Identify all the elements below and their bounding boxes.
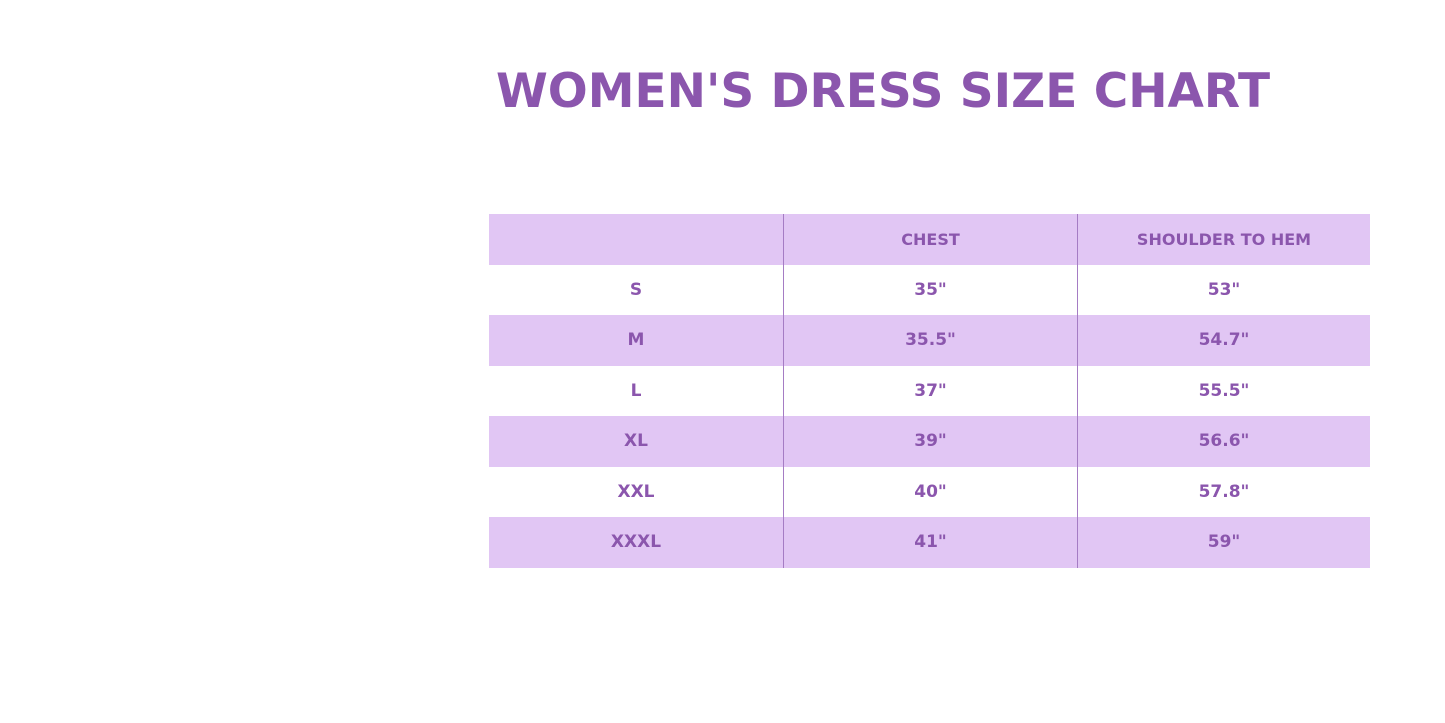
shoulder-to-hem-cell: 53" [1077,264,1370,315]
page-title: WOMEN'S DRESS SIZE CHART [495,64,1271,119]
chest-cell: 40" [783,466,1077,517]
size-cell: S [629,279,643,300]
shoulder-to-hem-cell: 56.6" [1077,416,1370,467]
table-row: XXL 40" 57.8" [489,466,1370,517]
header-cell-size [489,214,783,265]
chest-cell: 41" [783,517,1077,568]
size-cell: XL [624,431,648,452]
size-cell: M [627,330,645,351]
shoulder-to-hem-cell: 55.5" [1077,365,1370,416]
size-table: CHEST SHOULDER TO HEM S 35" 53" M 35.5" … [489,214,1370,568]
shoulder-to-hem-cell: 59" [1077,517,1370,568]
chest-cell: 35" [783,264,1077,315]
shoulder-to-hem-cell: 54.7" [1077,315,1370,366]
header-cell-chest: CHEST [783,214,1077,265]
shoulder-to-hem-cell: 57.8" [1077,466,1370,517]
table-header-row: CHEST SHOULDER TO HEM [489,214,1370,265]
table-row: S 35" 53" [489,264,1370,315]
table-row: XXXL 41" 59" [489,517,1370,568]
chest-cell: 37" [783,365,1077,416]
table-row: XL 39" 56.6" [489,416,1370,467]
chest-cell: 39" [783,416,1077,467]
size-cell: XXXL [610,532,662,553]
chest-cell: 35.5" [783,315,1077,366]
size-cell: XXL [617,481,655,502]
header-cell-shoulder-to-hem: SHOULDER TO HEM [1077,214,1370,265]
table-row: L 37" 55.5" [489,365,1370,416]
table-row: M 35.5" 54.7" [489,315,1370,366]
size-cell: L [630,380,642,401]
